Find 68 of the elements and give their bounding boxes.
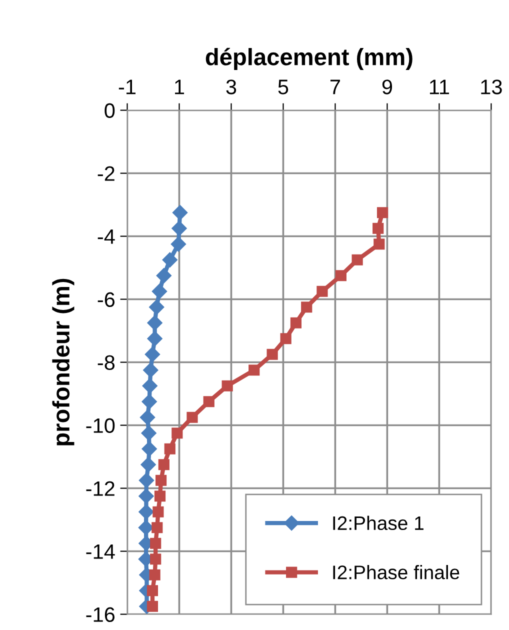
point [170, 236, 186, 252]
point [172, 205, 188, 220]
y-tick-label: -8 [98, 355, 115, 370]
y-tick-label: -14 [86, 544, 115, 559]
point [143, 362, 158, 378]
point [172, 220, 187, 236]
point [162, 252, 178, 268]
y-tick-label: -12 [86, 481, 114, 496]
point [142, 394, 157, 410]
point [301, 302, 312, 313]
point [156, 268, 172, 284]
point [152, 506, 164, 518]
point [150, 538, 162, 549]
y-tick-label: -6 [98, 292, 115, 308]
point [138, 520, 154, 536]
point [372, 222, 384, 234]
point [222, 380, 233, 392]
point [158, 459, 170, 470]
x-axis-title: déplacement (mm) [206, 48, 412, 70]
point [144, 346, 160, 362]
point [149, 569, 160, 580]
point [203, 396, 214, 408]
point [146, 585, 158, 596]
y-axis-title: profondeur (m) [52, 278, 74, 446]
x-tick-label: 11 [430, 80, 449, 94]
point [146, 600, 158, 612]
point [140, 410, 156, 425]
point [335, 270, 346, 282]
point [142, 378, 158, 394]
point [172, 428, 183, 439]
point [147, 315, 162, 330]
x-tick-label: 7 [330, 80, 340, 94]
y-tick-label: -4 [98, 229, 115, 244]
point [374, 238, 385, 250]
point [376, 207, 388, 218]
x-tick-label: 1 [175, 80, 184, 94]
point [352, 254, 363, 266]
point [147, 331, 162, 346]
point [152, 522, 163, 534]
point [138, 504, 154, 520]
point [280, 333, 292, 344]
x-tick-label: -1 [118, 80, 136, 94]
point [152, 284, 168, 299]
point [149, 300, 164, 315]
y-tick-label: -16 [86, 607, 115, 622]
point [186, 412, 198, 423]
point [248, 364, 260, 376]
point [138, 472, 154, 488]
point [155, 474, 167, 486]
legend-label: I2:Phase 1 [333, 516, 424, 530]
point [266, 348, 278, 360]
point [140, 457, 156, 472]
legend-label: I2:Phase finale [333, 565, 460, 580]
point [150, 554, 162, 565]
point [142, 441, 157, 456]
y-tick-label: -2 [98, 166, 114, 181]
x-tick-label: 13 [481, 80, 502, 94]
point [290, 317, 302, 328]
point [138, 488, 154, 504]
y-tick-label: 0 [104, 103, 115, 118]
point [154, 490, 166, 502]
point [316, 286, 328, 297]
y-tick-label: -10 [86, 418, 115, 434]
x-tick-label: 5 [278, 80, 288, 94]
x-tick-label: 3 [226, 80, 236, 94]
point [164, 443, 176, 454]
point [141, 426, 156, 441]
x-tick-label: 9 [382, 80, 392, 94]
